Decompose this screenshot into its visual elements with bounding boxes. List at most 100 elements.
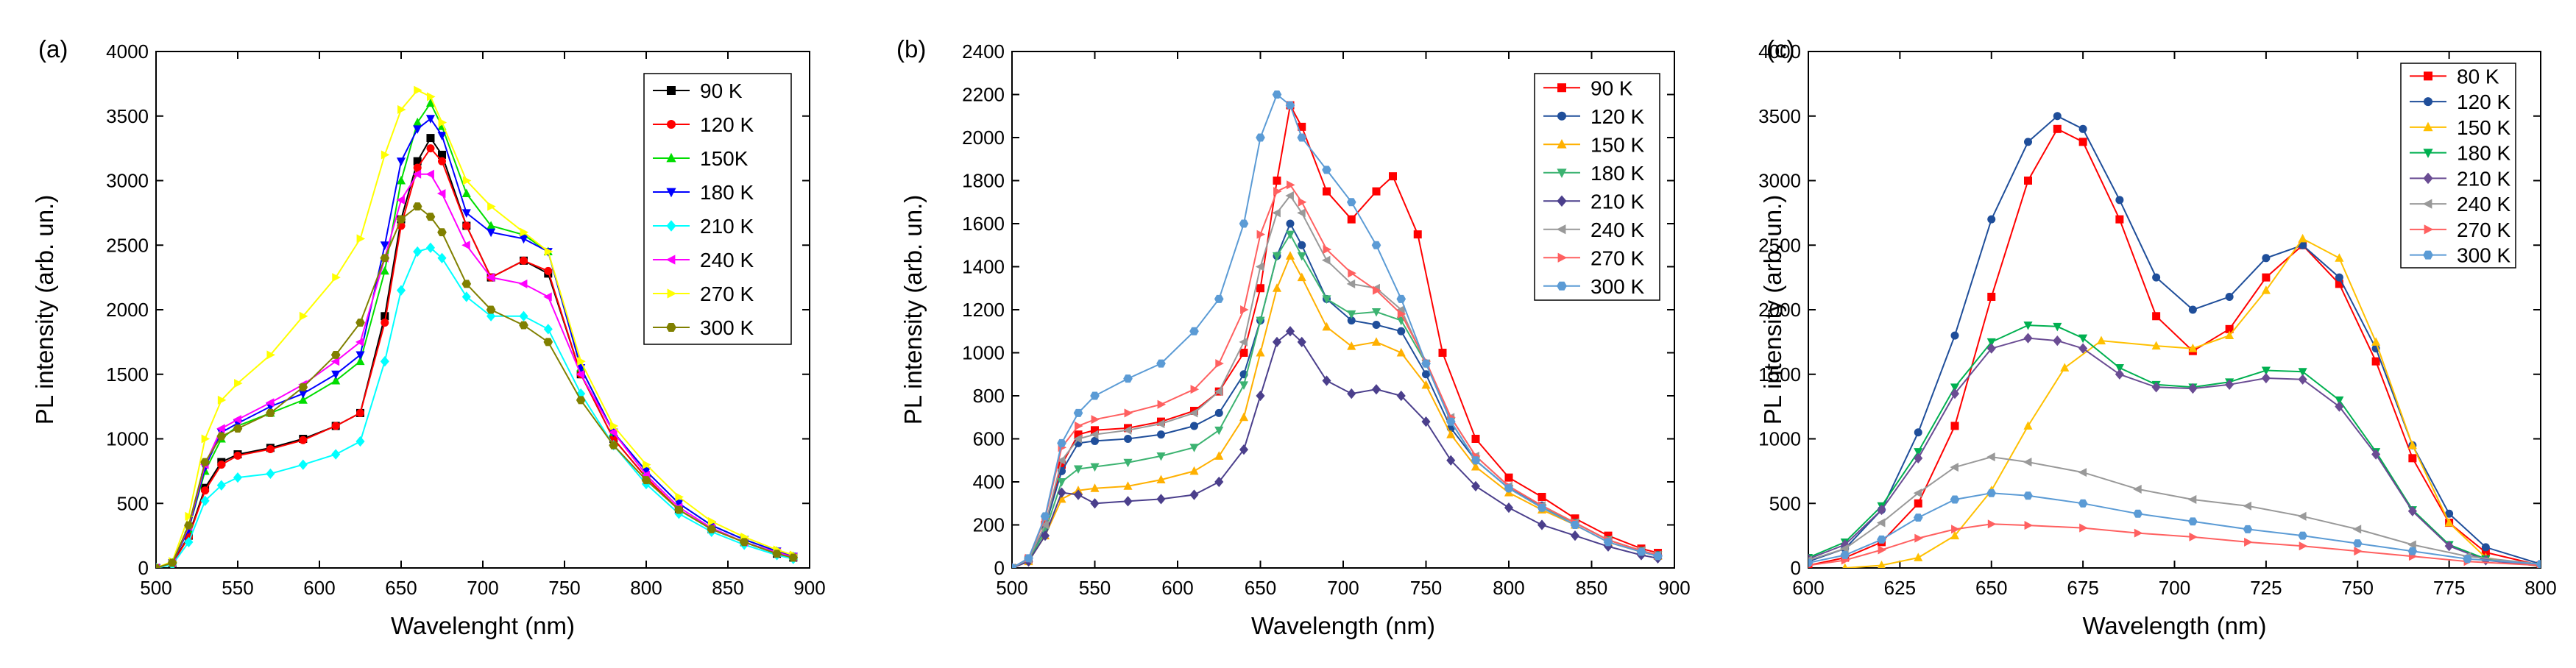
x-axis-label: Wavelenght (nm): [391, 612, 575, 639]
data-point: [233, 424, 243, 433]
data-point: [519, 235, 528, 244]
data-point: [1285, 326, 1295, 337]
data-point: [1190, 422, 1198, 430]
data-point: [1239, 381, 1249, 390]
data-point: [519, 310, 528, 321]
x-tick-label: 600: [303, 577, 335, 599]
data-point: [1073, 465, 1083, 475]
data-point: [1538, 492, 1546, 501]
data-point: [233, 451, 242, 460]
y-tick-label: 600: [973, 428, 1005, 450]
legend-marker: [1557, 111, 1566, 121]
data-point: [1189, 327, 1199, 335]
data-point: [2335, 253, 2344, 262]
data-point: [1348, 269, 1356, 278]
data-point: [1372, 187, 1381, 196]
data-point: [1239, 337, 1248, 347]
data-point: [1913, 488, 1922, 498]
data-point: [2060, 363, 2070, 372]
data-point: [438, 118, 447, 127]
panel-label: (c): [1766, 35, 1794, 63]
y-tick-label: 2500: [106, 234, 149, 256]
data-point: [2371, 449, 2381, 460]
data-point: [1214, 451, 1224, 460]
data-point: [1950, 383, 1960, 392]
data-point: [1091, 426, 1099, 435]
data-point: [2299, 541, 2308, 551]
y-tick-label: 3000: [106, 170, 149, 192]
legend-label: 120 K: [1590, 105, 1644, 128]
data-point: [1123, 481, 1133, 490]
data-point: [1446, 455, 1456, 466]
data-point: [266, 408, 275, 417]
data-point: [2262, 254, 2271, 263]
data-point: [1239, 219, 1249, 228]
data-point: [2298, 511, 2307, 521]
data-point: [1156, 475, 1166, 484]
data-point: [1073, 408, 1083, 417]
data-point: [1057, 487, 1066, 498]
y-tick-label: 4000: [106, 40, 149, 63]
y-tick-label: 1000: [106, 428, 149, 450]
data-point: [2261, 285, 2271, 294]
x-tick-label: 550: [1079, 577, 1111, 599]
data-point: [2371, 357, 2380, 366]
legend-marker: [2424, 71, 2432, 81]
data-point: [577, 357, 586, 366]
data-point: [427, 92, 436, 102]
data-point: [1471, 461, 1481, 471]
x-axis-label: Wavelength (nm): [2082, 612, 2266, 639]
data-point: [1123, 374, 1133, 383]
y-tick-label: 1200: [962, 299, 1005, 321]
data-point: [1122, 425, 1132, 435]
data-point: [518, 279, 528, 288]
data-point: [1877, 504, 1886, 516]
data-point: [356, 408, 364, 417]
data-point: [2133, 509, 2143, 518]
data-point: [1089, 430, 1099, 439]
y-axis-label: PL intensity (arb. un.): [1759, 195, 1786, 424]
series-group: [1808, 519, 2541, 568]
data-point: [396, 285, 406, 296]
panel-label: (a): [38, 35, 68, 63]
legend-label: 180 K: [700, 181, 754, 204]
legend-marker: [1557, 139, 1567, 149]
x-tick-label: 750: [1410, 577, 1442, 599]
data-point: [2079, 523, 2088, 533]
x-tick-label: 800: [630, 577, 662, 599]
data-point: [576, 396, 586, 405]
y-tick-label: 1500: [1758, 363, 1801, 385]
data-point: [1090, 483, 1100, 492]
data-point: [1240, 305, 1249, 315]
series-group: [1808, 452, 2541, 567]
data-point: [2078, 124, 2087, 133]
data-point: [266, 350, 275, 360]
data-point: [1073, 489, 1083, 500]
data-point: [2188, 383, 2198, 394]
data-point: [2152, 312, 2161, 321]
x-tick-label: 700: [1327, 577, 1359, 599]
data-point: [1397, 309, 1406, 319]
data-point: [1090, 498, 1100, 509]
legend-label: 150 K: [2457, 116, 2510, 139]
data-point: [1986, 338, 1996, 347]
data-point: [1504, 502, 1514, 514]
data-point: [1239, 412, 1249, 422]
y-axis-label: PL intensity (arb. un.): [899, 195, 927, 424]
data-point: [355, 436, 365, 447]
data-point: [544, 266, 553, 275]
data-point: [217, 461, 226, 469]
data-point: [201, 486, 210, 495]
data-point: [425, 98, 436, 107]
x-tick-label: 625: [1884, 577, 1916, 599]
data-point: [2151, 382, 2161, 393]
data-point: [1877, 535, 1886, 544]
data-point: [1214, 476, 1224, 488]
data-point: [381, 150, 390, 160]
data-point: [1950, 422, 1959, 430]
data-point: [1189, 408, 1198, 418]
data-point: [1057, 494, 1066, 503]
y-tick-label: 1800: [962, 170, 1005, 192]
data-point: [356, 234, 366, 244]
